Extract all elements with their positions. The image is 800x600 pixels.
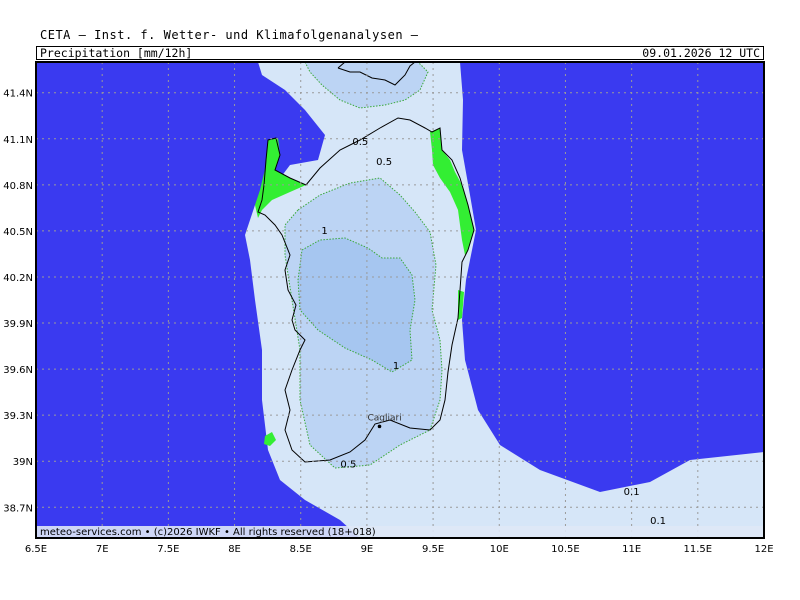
contour-label: 0.5 — [340, 459, 356, 470]
contour-label: 0.5 — [376, 157, 392, 168]
lat-tick-label: 40.5N — [3, 227, 33, 238]
contour-label: 0.5 — [352, 137, 368, 148]
contour-label: 1 — [321, 226, 327, 237]
lon-tick-label: 10E — [490, 544, 509, 555]
contour-label: 1 — [393, 361, 399, 372]
no-precip-land-west — [255, 138, 306, 218]
lon-tick-label: 7.5E — [157, 544, 179, 555]
lon-tick-label: 11.5E — [684, 544, 713, 555]
lon-tick-label: 8.5E — [290, 544, 312, 555]
contour-label: 0.1 — [650, 516, 666, 527]
lat-tick-label: 40.8N — [3, 181, 33, 192]
parameter-label: Precipitation [mm/12h] — [40, 46, 193, 60]
datetime-label: 09.01.2026 12 UTC — [642, 46, 760, 60]
lon-tick-label: 10.5E — [551, 544, 580, 555]
map-frame — [35, 61, 765, 539]
no-precip-land-east — [430, 128, 474, 255]
lat-tick-label: 39N — [13, 457, 33, 468]
lon-tick-label: 11E — [622, 544, 641, 555]
header-bar: Precipitation [mm/12h] 09.01.2026 12 UTC — [36, 46, 764, 60]
no-precip-island-sw — [264, 432, 276, 446]
lat-tick-label: 41.4N — [3, 89, 33, 100]
lon-tick-label: 9.5E — [422, 544, 444, 555]
precip-1-area — [298, 238, 415, 372]
lon-tick-label: 8E — [228, 544, 241, 555]
city-marker — [377, 424, 382, 429]
lat-tick-label: 39.6N — [3, 365, 33, 376]
lon-tick-label: 6.5E — [25, 544, 47, 555]
contour-label: 0.1 — [624, 487, 640, 498]
lat-tick-label: 38.7N — [3, 503, 33, 514]
lat-tick-label: 41.1N — [3, 135, 33, 146]
lon-tick-label: 9E — [361, 544, 374, 555]
lat-tick-label: 40.2N — [3, 273, 33, 284]
sardinia-coastline — [257, 117, 475, 463]
precip-0-5-area-north — [305, 62, 428, 108]
lat-tick-label: 39.3N — [3, 411, 33, 422]
footer-strip — [37, 526, 763, 537]
lon-tick-label: 7E — [96, 544, 109, 555]
lon-tick-label: 12E — [754, 544, 773, 555]
city-label: Cagliari — [367, 413, 401, 423]
lat-tick-label: 39.9N — [3, 319, 33, 330]
copyright-footer: meteo-services.com • (c)2026 IWKF • All … — [40, 527, 376, 538]
chart-title: CETA — Inst. f. Wetter- und Klimafolgena… — [40, 28, 419, 42]
